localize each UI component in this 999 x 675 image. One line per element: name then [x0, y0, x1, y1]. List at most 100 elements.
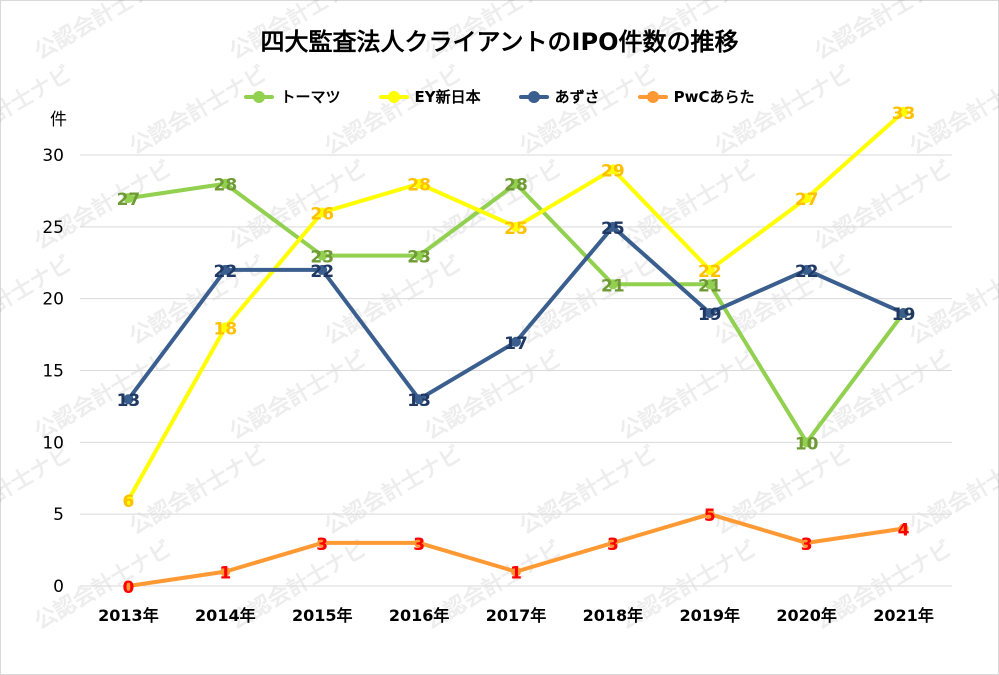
- data-point: [220, 178, 231, 189]
- legend-swatch: [518, 90, 549, 104]
- data-label: 6: [123, 492, 135, 512]
- data-label: 25: [504, 219, 528, 239]
- legend-swatch: [637, 90, 668, 104]
- legend-item: PwCあらた: [637, 86, 755, 107]
- data-point: [704, 509, 715, 520]
- data-point: [607, 537, 618, 548]
- legend-swatch: [378, 90, 409, 104]
- data-point: [414, 178, 425, 189]
- data-point: [607, 221, 618, 232]
- data-label: 19: [698, 305, 722, 325]
- y-tick-label: 10: [42, 433, 64, 453]
- data-label: 19: [892, 305, 916, 325]
- y-axis-unit-label: 件: [50, 110, 67, 130]
- data-point: [898, 308, 909, 319]
- legend-item: あずさ: [518, 86, 600, 107]
- data-label: 28: [407, 176, 431, 196]
- x-tick-label: 2016年: [389, 606, 450, 625]
- data-point: [898, 106, 909, 117]
- x-tick-label: 2013年: [98, 606, 159, 625]
- legend-label: あずさ: [554, 88, 600, 106]
- x-tick-label: 2020年: [776, 606, 837, 625]
- data-label: 28: [213, 176, 237, 196]
- data-point: [414, 250, 425, 261]
- data-label: 3: [413, 535, 425, 555]
- data-point: [607, 164, 618, 175]
- data-point: [801, 437, 812, 448]
- data-point: [317, 250, 328, 261]
- data-label: 10: [795, 434, 819, 454]
- x-tick-label: 2014年: [195, 606, 256, 625]
- data-label: 23: [310, 248, 334, 268]
- data-label: 25: [601, 219, 625, 239]
- legend-label: PwCあらた: [673, 88, 755, 106]
- chart-legend: トーマツ EY新日本 あずさ PwCあらた: [0, 86, 999, 107]
- x-tick-label: 2019年: [680, 606, 741, 625]
- data-label: 22: [310, 262, 334, 282]
- data-point: [317, 537, 328, 548]
- y-tick-label: 0: [53, 577, 64, 597]
- data-label: 17: [504, 334, 528, 354]
- data-label: 18: [213, 319, 237, 339]
- data-label: 19: [892, 305, 916, 325]
- data-point: [704, 308, 715, 319]
- y-tick-label: 25: [42, 218, 64, 238]
- data-label: 3: [316, 535, 328, 555]
- data-point: [317, 207, 328, 218]
- chart-title: 四大監査法人クライアントのIPO件数の推移: [260, 28, 739, 56]
- data-point: [123, 494, 134, 505]
- data-point: [220, 566, 231, 577]
- data-label: 33: [892, 104, 916, 124]
- x-tick-label: 2017年: [486, 606, 547, 625]
- data-label: 22: [795, 262, 819, 282]
- y-tick-label: 15: [42, 362, 64, 382]
- data-point: [220, 264, 231, 275]
- data-point: [511, 336, 521, 347]
- data-point: [317, 264, 328, 275]
- data-point: [414, 394, 425, 405]
- data-label: 13: [407, 391, 431, 411]
- data-point: [220, 322, 231, 333]
- x-tick-label: 2018年: [583, 606, 644, 625]
- x-tick-label: 2015年: [292, 606, 353, 625]
- series-line: [126, 224, 906, 402]
- data-label: 27: [117, 190, 141, 210]
- data-label: 4: [898, 521, 910, 541]
- data-label: 1: [510, 564, 522, 584]
- x-tick-label: 2021年: [873, 606, 934, 625]
- data-label: 22: [698, 262, 722, 282]
- y-tick-label: 5: [53, 505, 64, 525]
- data-label: 26: [310, 204, 334, 224]
- data-label: 21: [601, 276, 625, 296]
- legend-label: トーマツ: [280, 88, 341, 106]
- data-label: 29: [601, 161, 625, 181]
- data-label: 0: [123, 578, 135, 598]
- legend-item: EY新日本: [378, 86, 481, 107]
- data-label: 22: [213, 262, 237, 282]
- data-label: 27: [795, 190, 819, 210]
- data-label: 21: [698, 276, 722, 296]
- data-point: [414, 537, 425, 548]
- data-point: [801, 537, 812, 548]
- legend-item: トーマツ: [244, 86, 341, 107]
- data-point: [511, 566, 521, 577]
- data-point: [123, 581, 134, 591]
- legend-label: EY新日本: [414, 88, 481, 106]
- data-point: [801, 193, 812, 204]
- data-point: [704, 264, 715, 275]
- y-tick-label: 20: [42, 290, 64, 310]
- data-point: [898, 523, 909, 534]
- data-label: 13: [117, 391, 141, 411]
- data-point: [511, 178, 521, 189]
- data-point: [607, 279, 618, 290]
- series-line: [126, 109, 906, 502]
- data-point: [511, 221, 521, 232]
- data-label: 5: [704, 506, 716, 526]
- legend-swatch: [244, 90, 275, 104]
- data-point: [704, 279, 715, 290]
- data-label: 3: [801, 535, 813, 555]
- data-label: 1: [219, 564, 231, 584]
